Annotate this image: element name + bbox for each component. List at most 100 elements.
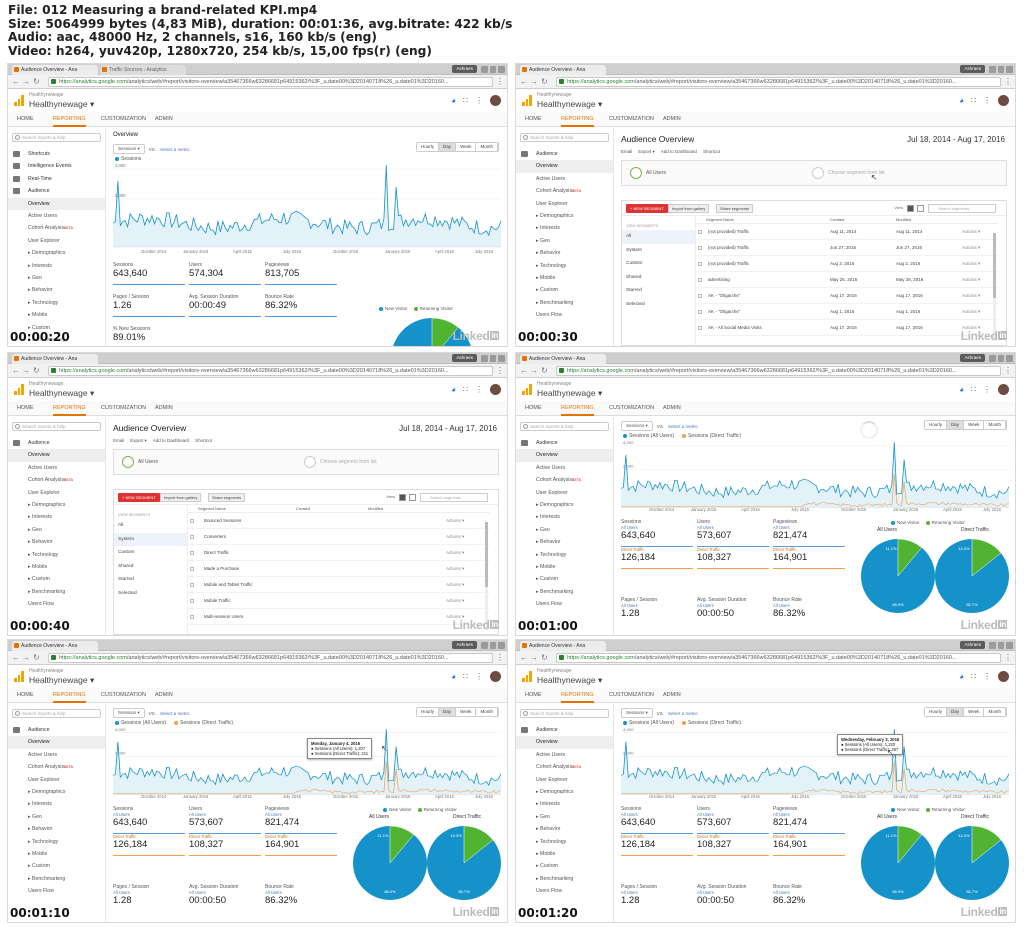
browser-tab-active[interactable]: Audience Overview - Ana <box>12 65 98 75</box>
metric-tile[interactable]: Avg. Session Duration All Users 00:00:50 <box>697 884 769 906</box>
segment-row[interactable]: (not provided) Traffic Aug 3, 2016 Aug 3… <box>696 256 998 272</box>
segment-checkbox[interactable] <box>190 615 194 619</box>
segment-category-item[interactable]: Custom <box>118 550 135 555</box>
avatar[interactable] <box>998 95 1009 106</box>
metric-tile[interactable]: Pageviews All Users 821,474 Direct Traff… <box>773 806 845 856</box>
grid-view-icon[interactable] <box>917 205 924 212</box>
apps-grid-icon[interactable]: ∷ <box>462 95 468 105</box>
column-header[interactable]: Modified <box>368 506 384 511</box>
sidebar-audience-item[interactable]: Overview <box>516 160 613 173</box>
minimize-icon[interactable] <box>481 355 488 362</box>
metric-tile[interactable]: Sessions All Users 643,640 Direct Traffi… <box>621 519 693 569</box>
legend-item[interactable]: Sessions (Direct Traffic) <box>682 433 741 439</box>
granularity-day[interactable]: Day <box>947 708 965 716</box>
search-segments-input[interactable]: Search segments <box>928 204 996 213</box>
metric-tile[interactable]: Users All Users 573,607 Direct Traffic 1… <box>697 519 769 569</box>
sidebar-audience-item[interactable]: ▸ Geo <box>8 272 105 284</box>
select-metric-link[interactable]: Select a metric <box>668 423 698 429</box>
pie-slice-returning-visitor[interactable] <box>463 825 494 864</box>
url-input[interactable]: https://analytics.google.com/analytics/w… <box>556 77 1001 87</box>
sidebar-item-audience[interactable]: Audience <box>516 437 613 449</box>
minimize-icon[interactable] <box>481 66 488 73</box>
sidebar-audience-item[interactable]: ▸ Demographics <box>8 499 105 511</box>
granularity-day[interactable]: Day <box>947 421 965 429</box>
segment-actions-menu[interactable]: Actions ▾ <box>962 261 981 266</box>
segment-choose[interactable]: Choose segment from list <box>304 456 377 468</box>
close-icon[interactable] <box>498 355 506 362</box>
help-menu-icon[interactable]: ⋮ <box>475 95 483 105</box>
sidebar-audience-item[interactable]: Overview <box>516 449 613 462</box>
browser-tab-traffic-sources[interactable]: Traffic Sources - Analytics <box>100 65 186 75</box>
metric-tile[interactable]: Users All Users 573,607 Direct Traffic 1… <box>189 806 261 856</box>
browser-user-badge[interactable]: Ashraes <box>452 354 477 362</box>
tab-customization[interactable]: CUSTOMIZATION <box>609 405 655 411</box>
sidebar-audience-item[interactable]: Users Flow <box>8 347 105 348</box>
legend-item[interactable]: Sessions <box>115 156 141 162</box>
segment-category-item[interactable]: Custom <box>626 261 643 266</box>
browser-tab-active[interactable]: Audience Overview - Ana <box>12 641 98 651</box>
browser-tab-active[interactable]: Audience Overview - Ana <box>520 65 606 75</box>
sidebar-audience-item[interactable]: Active Users <box>8 749 105 761</box>
granularity-hourly[interactable]: Hourly <box>925 708 948 716</box>
notifications-bell-icon[interactable]: ◕ <box>959 95 964 105</box>
sidebar-item-audience[interactable]: Audience <box>516 724 613 736</box>
segment-row[interactable]: Mobile and Tablet Traffic Actions ▾ <box>188 577 490 593</box>
granularity-day[interactable]: Day <box>439 143 457 151</box>
share-segments-button[interactable]: Share segments <box>716 204 754 213</box>
segment-actions-menu[interactable]: Actions ▾ <box>446 518 465 523</box>
segment-actions-menu[interactable]: Actions ▾ <box>962 277 981 282</box>
sessions-line-chart[interactable]: 4,000 2,000 <box>621 439 1009 509</box>
maximize-icon[interactable] <box>997 355 1005 362</box>
sidebar-audience-item[interactable]: ▸ Behavior <box>516 247 613 259</box>
metric-tile[interactable]: Sessions 643,640 <box>113 262 185 285</box>
segment-row[interactable]: AK - "Oligarchs" Aug 17, 2016 Aug 17, 20… <box>696 288 998 304</box>
segment-checkbox[interactable] <box>190 599 194 603</box>
granularity-week[interactable]: Week <box>456 143 477 151</box>
tab-admin[interactable]: ADMIN <box>663 116 681 122</box>
legend-item[interactable]: Sessions (Direct Traffic) <box>682 720 741 726</box>
select-metric-link[interactable]: Select a metric <box>668 710 698 716</box>
url-input[interactable]: https://analytics.google.com/analytics/w… <box>48 77 493 87</box>
segment-row[interactable]: Bounced Sessions Actions ▾ <box>188 513 490 529</box>
pie-slice-returning-visitor[interactable] <box>897 825 923 864</box>
shortcut-button[interactable]: Shortcut <box>195 438 212 443</box>
help-menu-icon[interactable]: ⋮ <box>475 671 483 681</box>
url-input[interactable]: https://analytics.google.com/analytics/w… <box>48 653 493 663</box>
reload-icon[interactable]: ↻ <box>33 653 40 662</box>
search-reports-input[interactable]: Search reports & help <box>520 709 609 718</box>
tab-home[interactable]: HOME <box>525 116 542 122</box>
new-segment-button[interactable]: + NEW SEGMENT <box>626 204 668 213</box>
browser-tab-active[interactable]: Audience Overview - Ana <box>520 354 606 364</box>
search-reports-input[interactable]: Search reports & help <box>12 422 101 431</box>
sidebar-audience-item[interactable]: User Explorer <box>516 487 613 499</box>
segment-choose[interactable]: Choose segment from list ↖ <box>812 167 895 182</box>
analytics-logo-icon[interactable] <box>14 384 25 395</box>
segment-category-item[interactable]: Selected <box>118 590 137 596</box>
window-controls[interactable] <box>481 66 506 73</box>
segment-checkbox[interactable] <box>698 246 702 250</box>
avatar[interactable] <box>998 671 1009 682</box>
sidebar-audience-item[interactable]: ▸ Mobile <box>516 848 613 860</box>
segment-category-item[interactable]: System <box>626 247 642 253</box>
sidebar-audience-item[interactable]: ▸ Demographics <box>516 210 613 222</box>
granularity-day[interactable]: Day <box>439 708 457 716</box>
metric-dropdown[interactable]: Sessions ▾ <box>621 421 653 431</box>
segment-actions-menu[interactable]: Actions ▾ <box>962 325 981 330</box>
email-button[interactable]: Email <box>621 149 633 154</box>
sidebar-item-audience[interactable]: Audience <box>8 437 105 449</box>
tab-reporting[interactable]: REPORTING <box>53 691 86 703</box>
granularity-month[interactable]: Month <box>984 708 1006 716</box>
legend-item[interactable]: Sessions (Direct Traffic) <box>174 720 233 726</box>
column-header[interactable]: Segment Name <box>706 217 734 222</box>
tab-admin[interactable]: ADMIN <box>155 692 173 698</box>
sidebar-audience-item[interactable]: Users Flow <box>8 598 105 610</box>
search-segments-input[interactable]: Search segments <box>420 493 488 502</box>
tab-customization[interactable]: CUSTOMIZATION <box>101 405 147 411</box>
help-menu-icon[interactable]: ⋮ <box>475 384 483 394</box>
select-metric-link[interactable]: Select a metric <box>160 146 190 152</box>
segment-actions-menu[interactable]: Actions ▾ <box>962 229 981 234</box>
tab-admin[interactable]: ADMIN <box>155 116 173 122</box>
sidebar-audience-item[interactable]: ▸ Behavior <box>8 536 105 548</box>
metric-tile[interactable]: Pages / Session All Users 1.28 <box>113 884 185 906</box>
back-arrow-icon[interactable]: ← <box>12 653 20 662</box>
